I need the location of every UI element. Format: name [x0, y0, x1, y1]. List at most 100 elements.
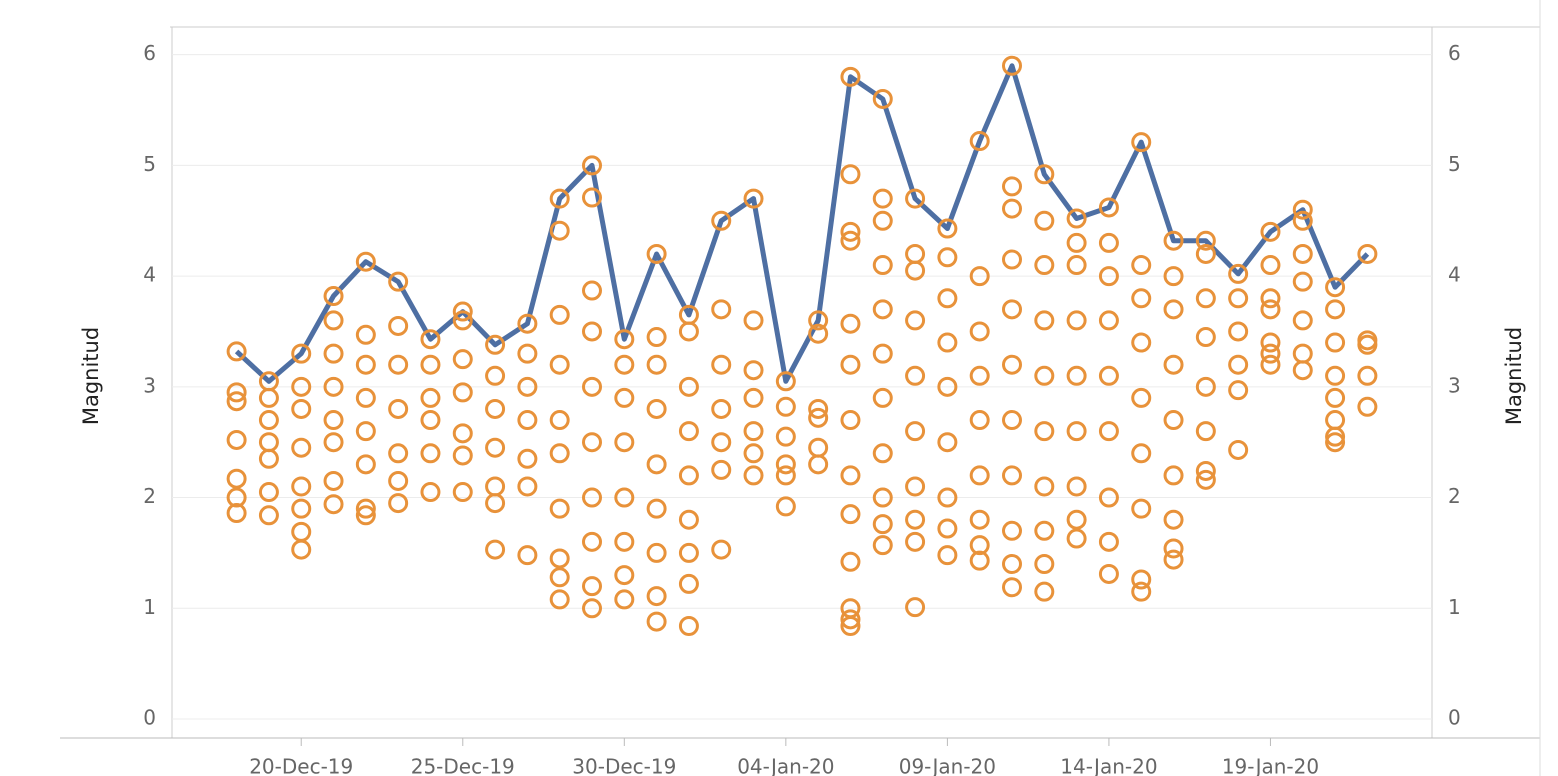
- point: [937, 288, 958, 309]
- point: [969, 410, 990, 431]
- point: [323, 310, 344, 331]
- point: [1066, 421, 1087, 442]
- point: [1325, 410, 1346, 431]
- point: [1034, 310, 1055, 331]
- point: [1131, 569, 1152, 590]
- point: [485, 539, 506, 560]
- point: [226, 429, 247, 450]
- point: [840, 354, 861, 375]
- point: [808, 310, 829, 331]
- y2-tick-label: 1: [1448, 595, 1461, 619]
- point: [1098, 531, 1119, 552]
- point: [355, 354, 376, 375]
- point: [420, 329, 441, 350]
- point: [582, 280, 602, 301]
- point: [388, 398, 409, 419]
- point: [1260, 343, 1281, 364]
- point: [1357, 334, 1378, 355]
- point: [711, 210, 732, 231]
- point: [549, 410, 570, 431]
- x-tick-label: 30-Dec-19: [572, 755, 676, 776]
- point: [808, 323, 829, 344]
- point: [258, 410, 279, 431]
- point: [258, 448, 279, 469]
- point: [1002, 410, 1022, 431]
- point: [1195, 421, 1216, 442]
- point: [1228, 439, 1249, 460]
- point: [1131, 332, 1152, 353]
- point: [1325, 299, 1346, 320]
- point: [549, 354, 570, 375]
- y2-tick-label: 6: [1448, 41, 1461, 65]
- point: [1066, 208, 1087, 229]
- point: [743, 465, 764, 486]
- point: [582, 487, 602, 508]
- point: [872, 443, 893, 464]
- point: [646, 327, 667, 348]
- point: [1260, 255, 1281, 276]
- point: [1195, 288, 1216, 309]
- point: [485, 398, 506, 419]
- point: [388, 354, 409, 375]
- point: [1228, 321, 1249, 342]
- y-tick-label: 2: [143, 484, 156, 508]
- point: [937, 332, 958, 353]
- point: [711, 459, 732, 480]
- point: [937, 218, 958, 239]
- point: [1195, 327, 1216, 348]
- point: [872, 210, 893, 231]
- point: [969, 266, 990, 287]
- point: [905, 243, 926, 264]
- x-tick-label: 19-Jan-20: [1222, 755, 1319, 776]
- y-tick-label: 5: [143, 152, 156, 176]
- point: [1357, 243, 1378, 264]
- point: [840, 609, 861, 630]
- point: [517, 376, 538, 397]
- point: [1131, 387, 1152, 408]
- y2-tick-label: 0: [1448, 706, 1461, 730]
- point: [517, 476, 538, 497]
- point: [582, 432, 602, 453]
- point: [517, 313, 538, 334]
- point: [420, 354, 441, 375]
- point: [1260, 299, 1281, 320]
- point: [388, 470, 409, 491]
- point: [420, 410, 441, 431]
- point: [678, 615, 699, 636]
- point: [743, 188, 764, 209]
- point: [1228, 380, 1249, 401]
- point: [291, 498, 312, 519]
- point: [905, 310, 926, 331]
- point: [646, 354, 667, 375]
- point: [614, 487, 635, 508]
- y-tick-label: 0: [143, 706, 156, 730]
- point: [678, 465, 699, 486]
- point: [226, 391, 247, 412]
- point: [743, 360, 764, 381]
- point: [323, 376, 344, 397]
- point: [485, 437, 506, 458]
- point: [1163, 465, 1184, 486]
- point: [485, 476, 506, 497]
- point: [1292, 310, 1313, 331]
- x-tick-label: 14-Jan-20: [1060, 755, 1157, 776]
- y-tick-label: 3: [143, 373, 156, 397]
- point: [905, 509, 926, 530]
- point: [872, 514, 893, 535]
- point: [743, 387, 764, 408]
- point: [1163, 549, 1184, 570]
- point: [872, 255, 893, 276]
- point: [1002, 577, 1022, 598]
- point: [1292, 343, 1313, 364]
- point: [323, 432, 344, 453]
- point: [291, 437, 312, 458]
- point: [323, 410, 344, 431]
- point: [1260, 221, 1281, 242]
- point: [905, 531, 926, 552]
- x-tick-label: 09-Jan-20: [899, 755, 996, 776]
- point: [1163, 509, 1184, 530]
- y2-tick-label: 3: [1448, 373, 1461, 397]
- point: [969, 509, 990, 530]
- y-tick-label: 6: [143, 41, 156, 65]
- point: [1002, 176, 1022, 197]
